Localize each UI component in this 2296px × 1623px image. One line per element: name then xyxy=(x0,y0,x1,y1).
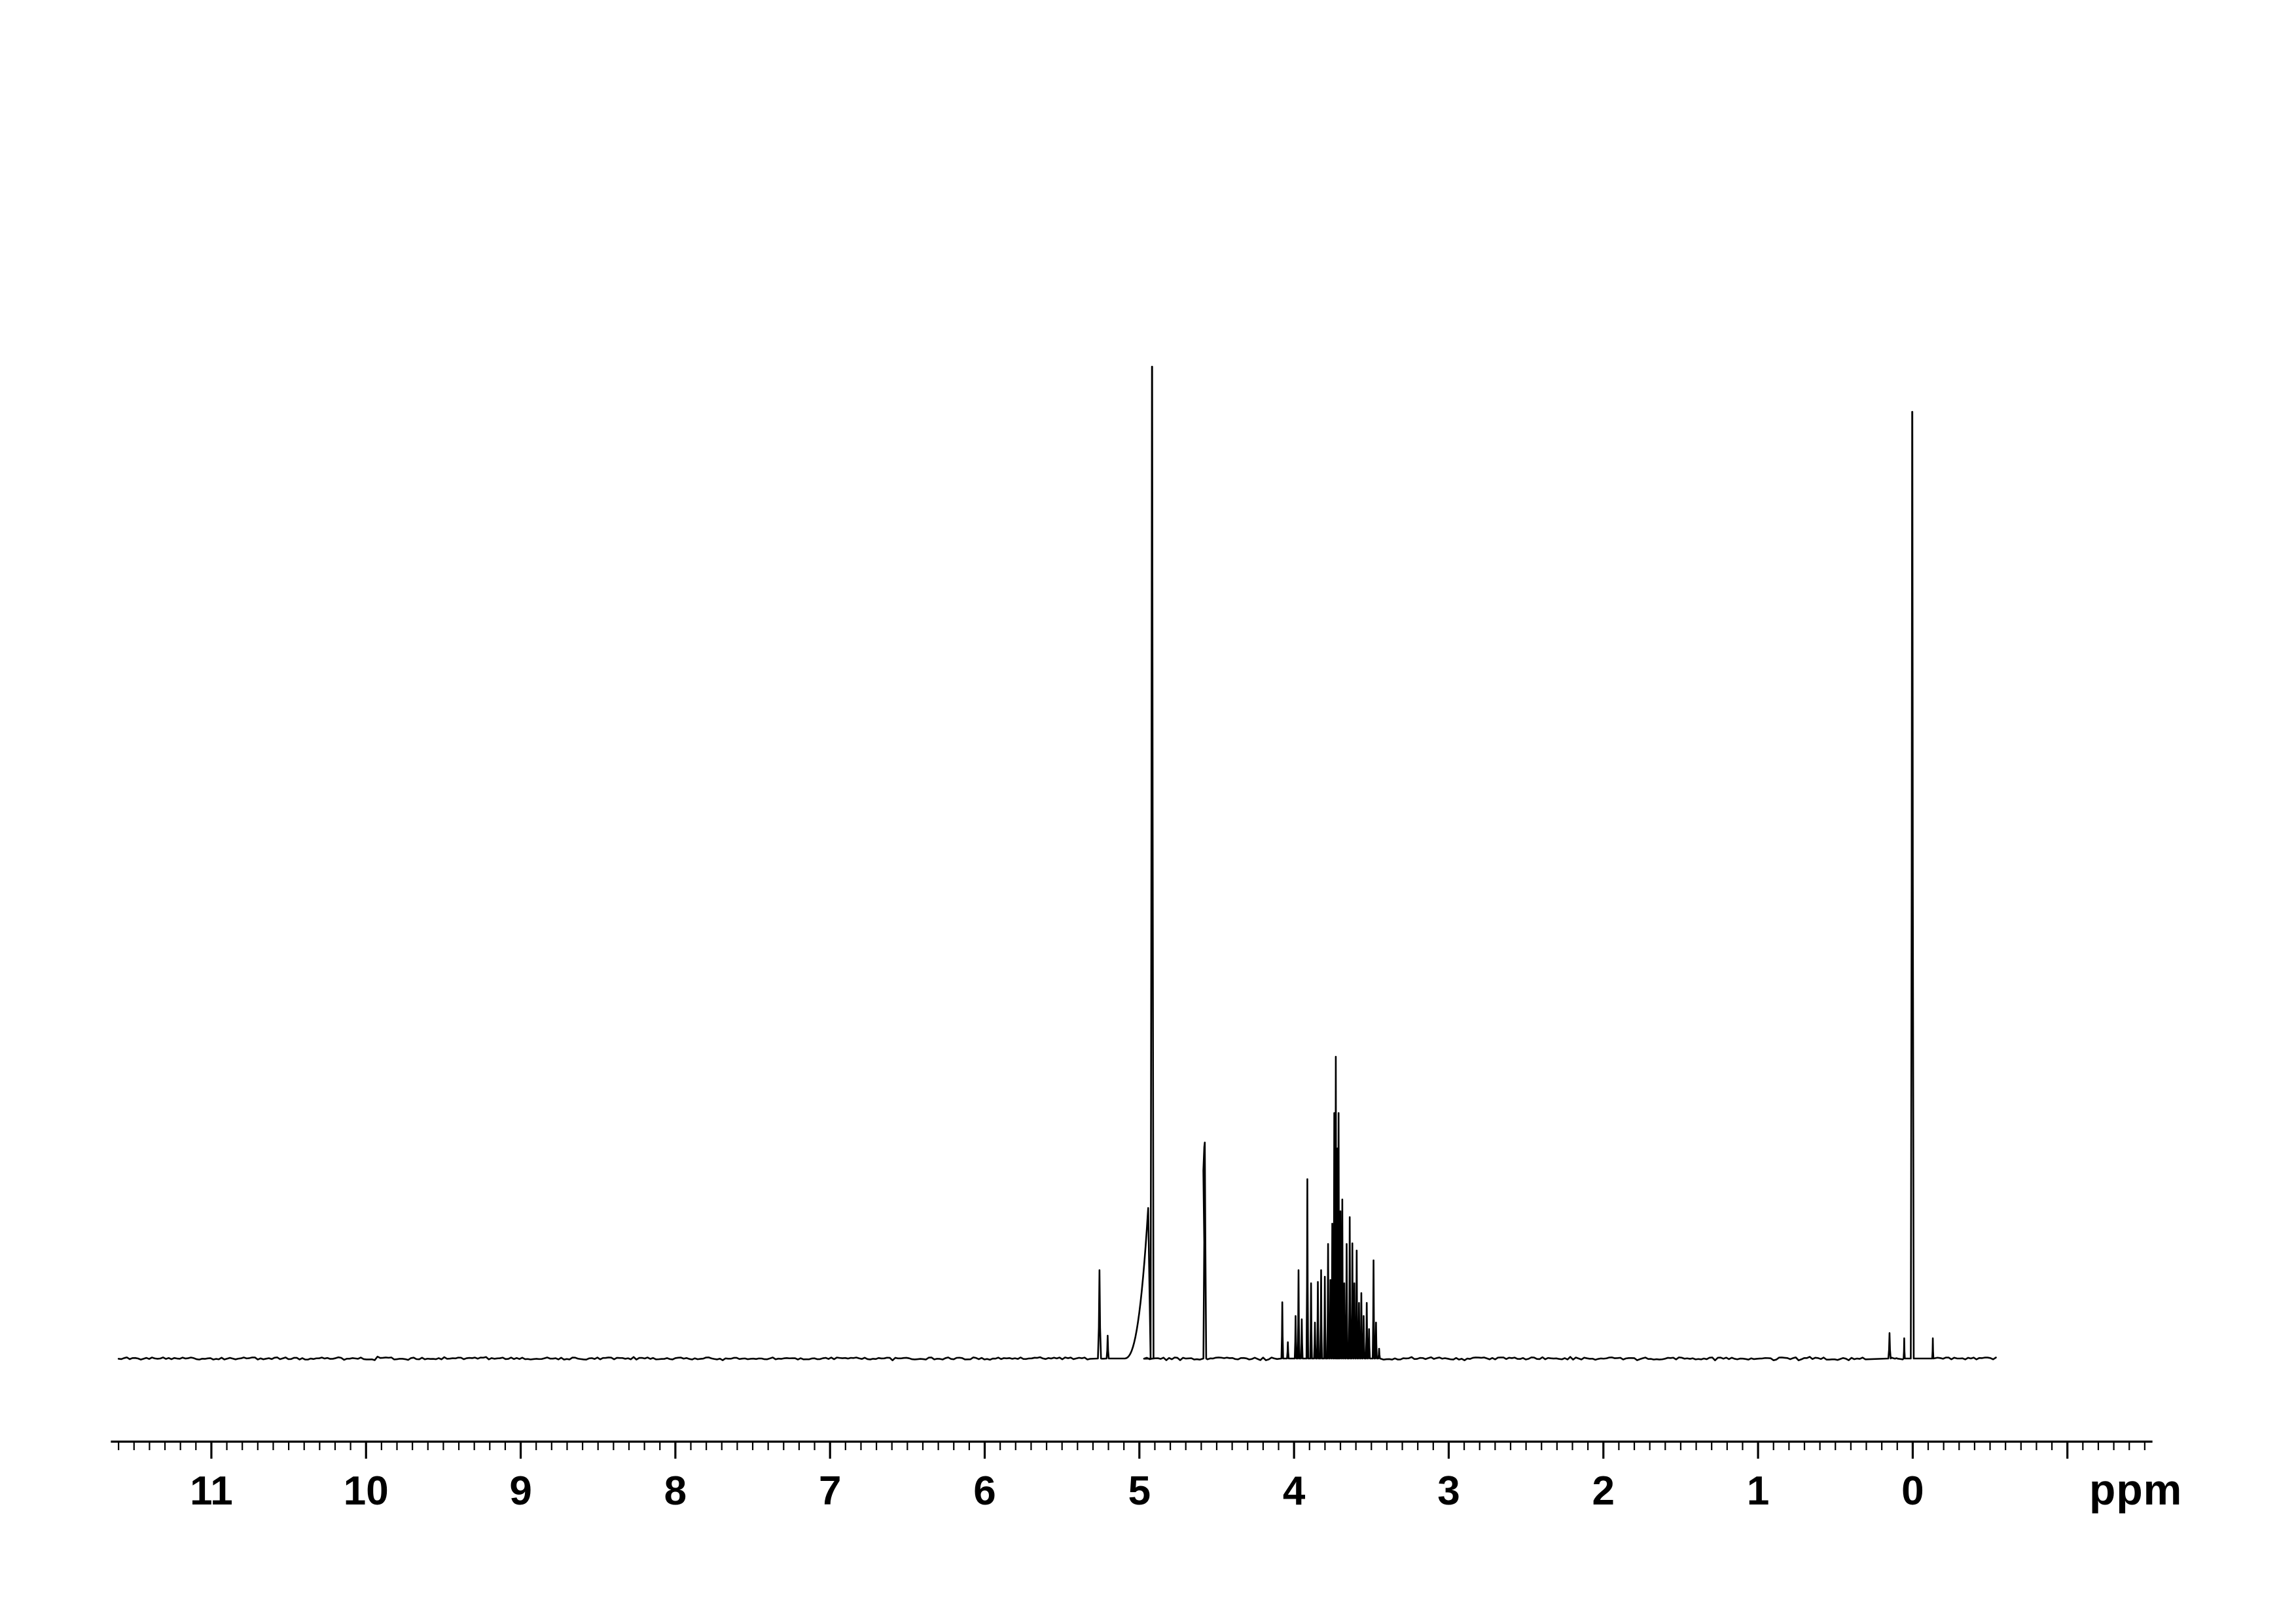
svg-text:6: 6 xyxy=(973,1468,996,1514)
svg-text:1: 1 xyxy=(1747,1468,1769,1514)
svg-text:10: 10 xyxy=(344,1468,389,1514)
svg-text:5: 5 xyxy=(1128,1468,1151,1514)
svg-text:ppm: ppm xyxy=(2089,1465,2182,1514)
svg-text:9: 9 xyxy=(509,1468,531,1514)
svg-text:2: 2 xyxy=(1592,1468,1615,1514)
svg-text:0: 0 xyxy=(1901,1468,1924,1514)
svg-text:7: 7 xyxy=(819,1468,841,1514)
svg-text:4: 4 xyxy=(1283,1468,1306,1514)
svg-text:3: 3 xyxy=(1437,1468,1460,1514)
svg-text:11: 11 xyxy=(190,1468,233,1514)
svg-text:8: 8 xyxy=(664,1468,687,1514)
